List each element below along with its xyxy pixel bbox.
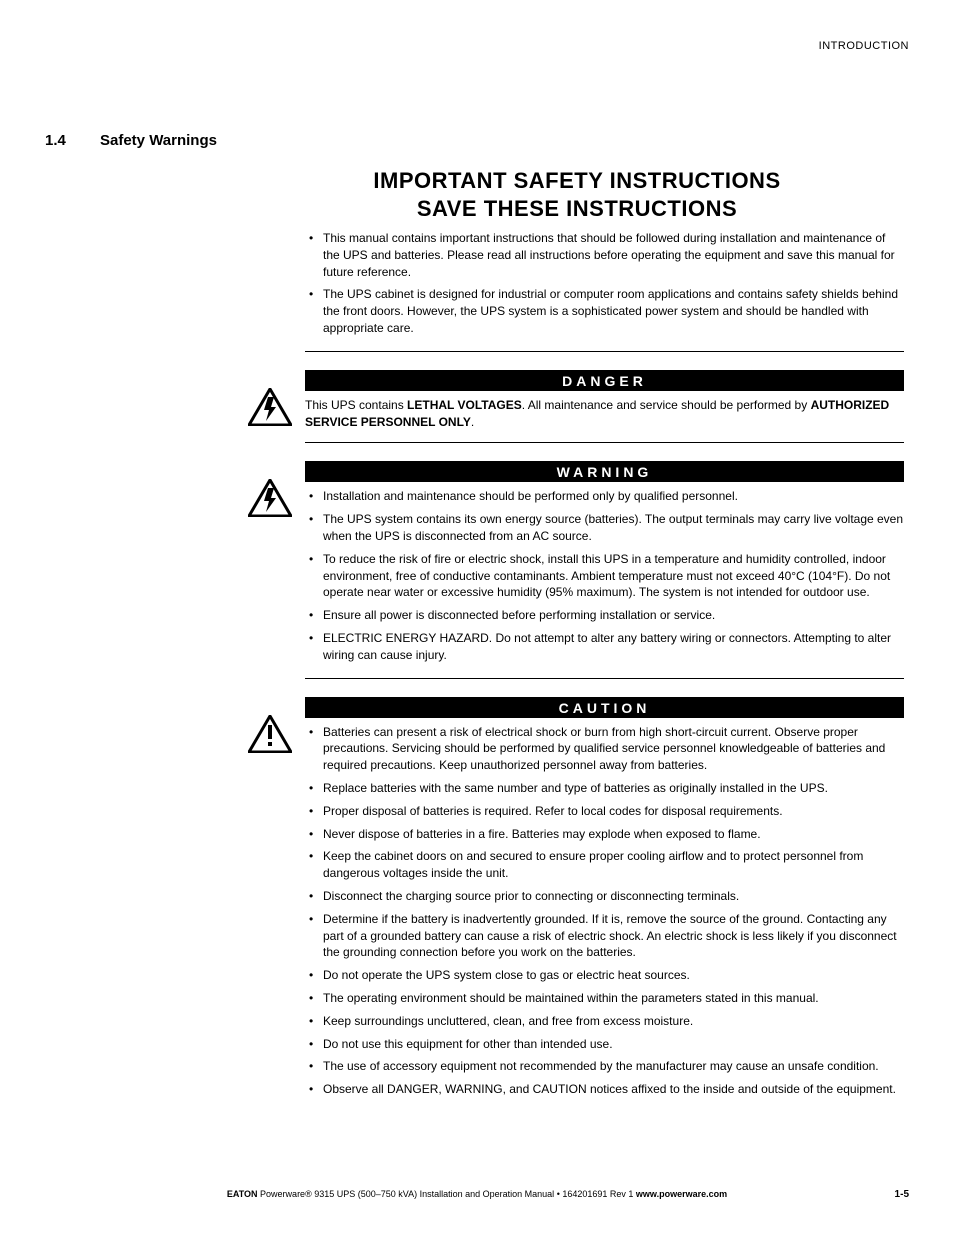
list-item: Never dispose of batteries in a fire. Ba… [305,826,904,843]
shock-hazard-icon [248,388,292,426]
header-breadcrumb: INTRODUCTION [45,40,909,52]
list-item: The UPS system contains its own energy s… [305,511,904,545]
warning-bar: WARNING [305,461,904,482]
footer-brand: EATON [227,1189,258,1199]
footer-pagenum: 1-5 [869,1189,909,1200]
danger-block: DANGER This UPS contains LETHAL VOLTAGES… [305,370,904,444]
danger-text-pre: This UPS contains [305,398,407,412]
main-title-line1: IMPORTANT SAFETY INSTRUCTIONS [245,167,909,195]
list-item: Disconnect the charging source prior to … [305,888,904,905]
warning-block: WARNING Installation and maintenance sho… [305,461,904,678]
shock-hazard-icon [248,479,292,517]
list-item: Ensure all power is disconnected before … [305,607,904,624]
main-title-line2: SAVE THESE INSTRUCTIONS [245,195,909,223]
list-item: Batteries can present a risk of electric… [305,724,904,774]
list-item: Determine if the battery is inadvertentl… [305,911,904,961]
list-item: The use of accessory equipment not recom… [305,1058,904,1075]
list-item: Do not operate the UPS system close to g… [305,967,904,984]
footer-docnum: 164201691 Rev 1 [562,1189,636,1199]
warning-body: Installation and maintenance should be p… [305,488,904,678]
list-item: The operating environment should be main… [305,990,904,1007]
section-title: Safety Warnings [100,132,217,149]
caution-exclamation-icon [248,715,292,753]
intro-list: This manual contains important instructi… [305,230,904,352]
list-item: The UPS cabinet is designed for industri… [305,286,904,336]
danger-body: This UPS contains LETHAL VOLTAGES. All m… [305,397,904,444]
list-item: Do not use this equipment for other than… [305,1036,904,1053]
list-item: Observe all DANGER, WARNING, and CAUTION… [305,1081,904,1098]
list-item: This manual contains important instructi… [305,230,904,280]
footer-center: EATON Powerware® 9315 UPS (500–750 kVA) … [85,1189,869,1199]
list-item: Keep surroundings uncluttered, clean, an… [305,1013,904,1030]
section-number: 1.4 [45,132,100,149]
danger-text-mid: . All maintenance and service should be … [522,398,811,412]
list-item: Proper disposal of batteries is required… [305,803,904,820]
list-item: Keep the cabinet doors on and secured to… [305,848,904,882]
caution-bar: CAUTION [305,697,904,718]
section-heading: 1.4Safety Warnings [45,132,909,149]
list-item: ELECTRIC ENERGY HAZARD. Do not attempt t… [305,630,904,664]
main-title: IMPORTANT SAFETY INSTRUCTIONS SAVE THESE… [245,167,909,222]
danger-bold1: LETHAL VOLTAGES [407,398,522,412]
list-item: Replace batteries with the same number a… [305,780,904,797]
danger-text-post: . [471,415,474,429]
list-item: Installation and maintenance should be p… [305,488,904,505]
caution-block: CAUTION Batteries can present a risk of … [305,697,904,1112]
page-footer: EATON Powerware® 9315 UPS (500–750 kVA) … [0,1189,954,1200]
caution-body: Batteries can present a risk of electric… [305,724,904,1112]
danger-bar: DANGER [305,370,904,391]
footer-url: www.powerware.com [636,1189,727,1199]
footer-product: Powerware® 9315 UPS (500–750 kVA) Instal… [258,1189,555,1199]
list-item: To reduce the risk of fire or electric s… [305,551,904,601]
